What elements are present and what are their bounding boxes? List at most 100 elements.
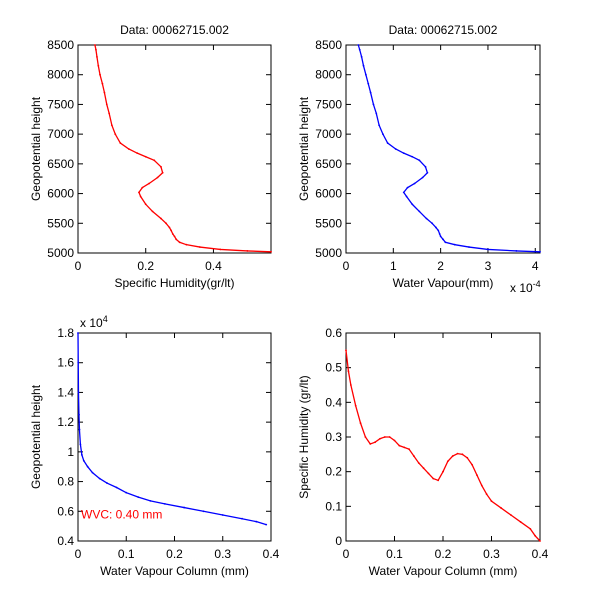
- data-point: [432, 477, 435, 480]
- y-tick-label: 6000: [315, 187, 342, 201]
- x-tick-label: 0.3: [214, 547, 231, 561]
- data-point: [349, 384, 352, 386]
- data-point: [403, 446, 406, 449]
- data-point: [534, 534, 537, 537]
- x-tick-label: 0: [75, 259, 82, 273]
- x-tick-label: 0.4: [263, 547, 280, 561]
- data-point: [402, 152, 405, 155]
- data-point: [529, 527, 532, 530]
- data-point: [270, 250, 272, 253]
- y-axis-label: Geopotential height: [29, 96, 43, 201]
- y-tick-label: 5000: [315, 246, 342, 260]
- data-point: [77, 361, 80, 364]
- y-tick-label: 1.2: [57, 415, 74, 429]
- data-point: [221, 514, 224, 516]
- axes-frame: [345, 44, 541, 254]
- x-axis-label: Water Vapour Column (mm): [100, 564, 249, 578]
- data-point: [165, 222, 167, 225]
- data-point: [438, 233, 441, 235]
- y-axis-label: Geopotential height: [29, 384, 43, 489]
- data-point: [101, 82, 104, 85]
- data-point: [424, 165, 427, 168]
- data-point: [461, 453, 464, 456]
- data-point: [485, 493, 488, 496]
- data-point: [106, 482, 108, 484]
- data-point: [105, 103, 108, 106]
- x-tick-label: 0.2: [166, 547, 183, 561]
- data-point: [539, 540, 541, 542]
- data-point: [490, 500, 493, 503]
- data-point: [358, 48, 361, 51]
- data-point: [388, 436, 391, 438]
- data-point: [103, 91, 106, 94]
- data-point: [383, 436, 386, 438]
- data-point: [539, 250, 541, 253]
- y-tick-label: 8500: [315, 38, 342, 52]
- y-tick-label: 7000: [47, 127, 74, 141]
- data-point: [95, 48, 97, 51]
- data-point: [360, 55, 363, 58]
- data-point: [219, 248, 222, 251]
- data-point: [345, 349, 347, 352]
- data-point: [408, 448, 410, 451]
- y-tick-label: 1.4: [57, 385, 74, 399]
- data-point: [91, 471, 94, 474]
- y-tick-label: 5500: [47, 216, 74, 230]
- data-point: [144, 155, 147, 158]
- x-tick-label: 0.2: [435, 547, 452, 561]
- wvc-annotation: WVC: 0.40 mm: [81, 508, 162, 522]
- data-point: [136, 152, 139, 155]
- data-point: [354, 404, 357, 407]
- data-point: [347, 370, 350, 373]
- y-tick-label: 0.1: [325, 499, 342, 513]
- data-point: [476, 474, 478, 477]
- series-line: [345, 350, 541, 542]
- y-tick-label: 7500: [315, 97, 342, 111]
- data-point: [160, 217, 162, 220]
- y-tick-label: 0.5: [325, 361, 342, 375]
- data-point: [386, 142, 389, 144]
- data-point: [417, 462, 420, 464]
- data-point: [378, 124, 381, 127]
- data-point: [78, 413, 80, 416]
- column-height-chart: 0 0.1 0.2 0.3 0.4 0.4 0.6 0.8 1 1.2 1.4 1.6 1.8 Water…: [29, 314, 280, 578]
- data-point: [139, 195, 142, 198]
- y-tick-label: 6000: [47, 187, 74, 201]
- y-tick-label: 0.6: [325, 326, 342, 340]
- data-point: [99, 73, 101, 76]
- data-point: [451, 455, 454, 457]
- data-point: [141, 186, 144, 189]
- data-point: [393, 439, 396, 442]
- data-point: [426, 171, 429, 174]
- y-tick-label: 6500: [47, 157, 74, 171]
- x-tick-label: 0.2: [137, 259, 154, 273]
- data-point: [183, 506, 186, 509]
- data-point: [149, 499, 152, 502]
- x-tick-label: 4: [532, 259, 539, 273]
- data-point: [86, 465, 89, 468]
- data-point: [137, 496, 140, 499]
- data-point: [364, 436, 367, 438]
- data-point: [77, 391, 80, 394]
- data-point: [519, 521, 522, 523]
- data-point: [398, 444, 401, 447]
- y-tick-label: 0: [335, 534, 342, 548]
- y-tick-label: 7500: [47, 97, 74, 111]
- x-axis-label: Water Vapour(mm): [393, 276, 494, 290]
- data-point: [364, 73, 367, 76]
- data-point: [437, 229, 440, 232]
- data-point: [156, 176, 159, 179]
- data-point: [170, 229, 173, 232]
- data-point: [144, 203, 147, 206]
- data-point: [406, 186, 409, 189]
- data-point: [198, 246, 201, 248]
- y-tick-label: 8000: [47, 68, 74, 82]
- data-series: [357, 44, 541, 253]
- data-point: [151, 210, 154, 213]
- x-exponent-label: x 10-4: [510, 279, 541, 295]
- data-point: [77, 332, 79, 334]
- data-point: [510, 514, 512, 516]
- data-point: [138, 191, 140, 194]
- vapour-profile-chart: 0 1 2 3 4 5000 5500 6000 6500 7000 7500 8000 8500 Dat…: [297, 23, 541, 295]
- x-tick-label: 0.1: [386, 547, 403, 561]
